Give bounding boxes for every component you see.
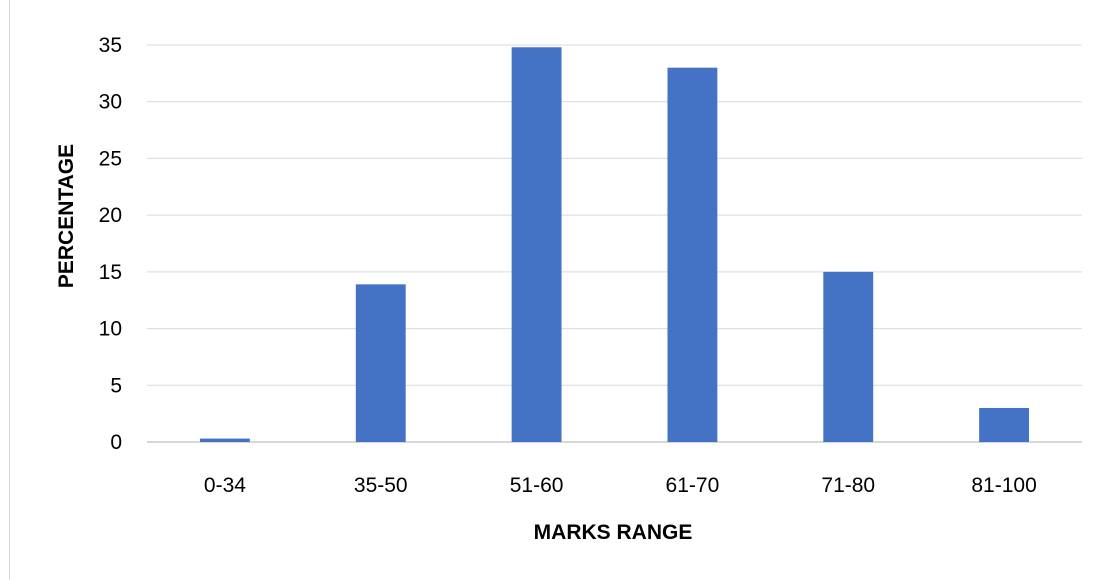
x-tick-label: 0-34 bbox=[204, 474, 246, 497]
chart-area bbox=[9, 0, 1102, 580]
y-tick-label: 10 bbox=[99, 318, 122, 341]
y-axis-title: PERCENTAGE bbox=[55, 144, 78, 288]
x-tick-label: 71-80 bbox=[821, 474, 875, 497]
y-tick-label: 30 bbox=[99, 91, 122, 114]
bar-35-50 bbox=[355, 284, 406, 442]
y-axis-ticks: 0 5 10 15 20 25 30 35 bbox=[99, 34, 122, 454]
bar-0-34 bbox=[199, 438, 250, 442]
y-tick-label: 25 bbox=[99, 147, 122, 170]
y-tick-label: 0 bbox=[110, 431, 122, 454]
y-tick-label: 20 bbox=[99, 204, 122, 227]
x-tick-label: 35-50 bbox=[354, 474, 408, 497]
bar-71-80 bbox=[823, 271, 874, 442]
y-tick-label: 35 bbox=[99, 34, 122, 57]
bars bbox=[199, 47, 1030, 443]
x-tick-label: 51-60 bbox=[510, 474, 564, 497]
x-tick-label: 81-100 bbox=[971, 474, 1036, 497]
y-tick-label: 15 bbox=[99, 261, 122, 284]
y-tick-label: 5 bbox=[110, 374, 122, 397]
x-axis-title: MARKS RANGE bbox=[534, 521, 693, 544]
bar-51-60 bbox=[511, 47, 562, 443]
bar-81-100 bbox=[979, 407, 1030, 442]
x-tick-label: 61-70 bbox=[666, 474, 720, 497]
bar-61-70 bbox=[667, 67, 718, 442]
gridlines bbox=[147, 44, 1082, 443]
x-axis-ticks: 0-34 35-50 51-60 61-70 71-80 81-100 bbox=[204, 474, 1037, 497]
